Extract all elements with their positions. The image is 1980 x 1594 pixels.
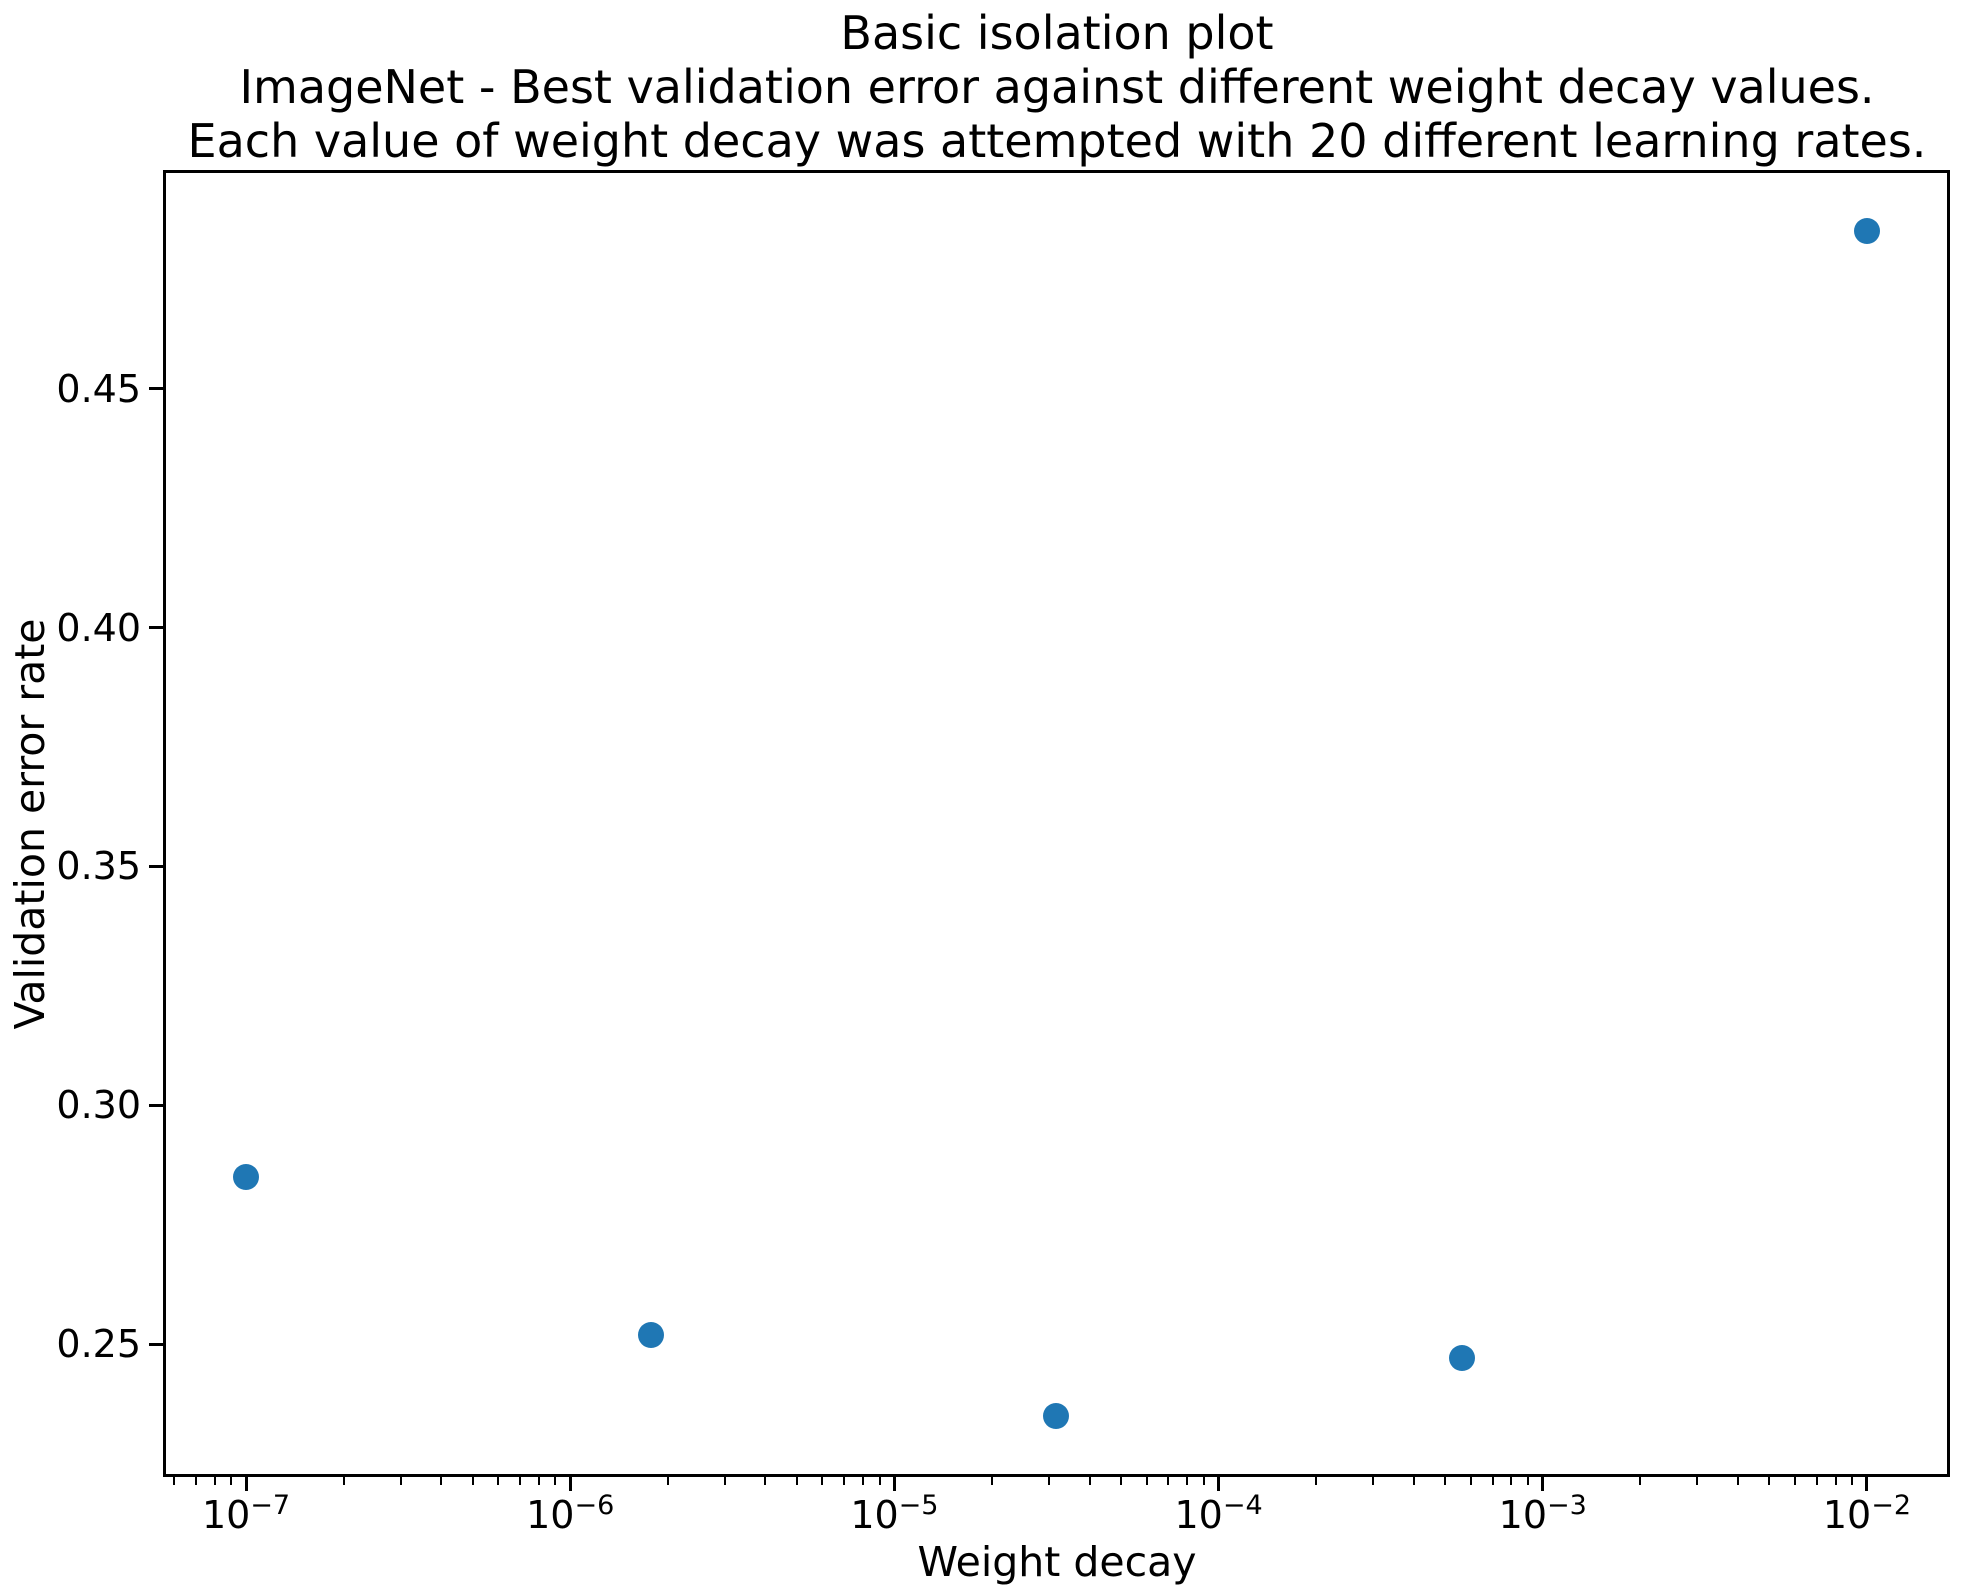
x-axis-minor-tick	[471, 1477, 474, 1485]
chart-title: Basic isolation plot ImageNet - Best val…	[67, 6, 1980, 168]
x-axis-minor-tick	[1444, 1477, 1447, 1485]
x-axis-minor-tick	[440, 1477, 443, 1485]
x-axis-minor-tick	[1202, 1477, 1205, 1485]
x-axis-minor-tick	[1372, 1477, 1375, 1485]
x-axis-minor-tick	[1794, 1477, 1797, 1485]
x-axis-minor-tick	[554, 1477, 557, 1485]
x-axis-minor-tick	[764, 1477, 767, 1485]
x-axis-label: Weight decay	[917, 1538, 1197, 1586]
plot-area	[163, 170, 1950, 1477]
scatter-point	[233, 1163, 260, 1190]
x-axis-tick-label: 10−4	[1174, 1490, 1263, 1537]
y-axis-tick-label: 0.40	[56, 605, 141, 650]
x-axis-minor-tick	[1526, 1477, 1529, 1485]
x-axis-minor-tick	[1120, 1477, 1122, 1485]
y-axis-tick	[149, 387, 163, 391]
x-axis-minor-tick	[1167, 1477, 1170, 1485]
x-axis-minor-tick	[1048, 1477, 1051, 1485]
x-axis-minor-tick	[861, 1477, 864, 1485]
x-axis-minor-tick	[1412, 1477, 1415, 1485]
scatter-point	[1043, 1402, 1070, 1429]
x-axis-tick-label: 10−7	[201, 1490, 291, 1537]
x-axis-minor-tick	[519, 1477, 521, 1485]
x-axis-minor-tick	[1736, 1477, 1739, 1485]
x-axis-minor-tick	[1491, 1477, 1494, 1485]
x-axis-minor-tick	[1815, 1477, 1818, 1485]
x-axis-minor-tick	[1834, 1477, 1837, 1485]
y-axis-tick	[149, 864, 163, 868]
x-axis-minor-tick	[843, 1477, 846, 1485]
x-axis-minor-tick	[723, 1477, 726, 1485]
y-axis-tick-label: 0.30	[56, 1083, 141, 1128]
y-axis-tick	[149, 1342, 163, 1346]
x-axis-minor-tick	[1186, 1477, 1189, 1485]
x-axis-minor-tick	[1145, 1477, 1148, 1485]
chart-title-line2: ImageNet - Best validation error against…	[239, 60, 1875, 114]
x-axis-minor-tick	[1768, 1477, 1771, 1485]
chart-title-line3: Each value of weight decay was attempted…	[187, 114, 1927, 168]
x-axis-minor-tick	[1510, 1477, 1513, 1485]
y-axis-tick	[149, 1103, 163, 1107]
x-axis-minor-tick	[342, 1477, 345, 1485]
y-axis-label: Validation error rate	[6, 618, 54, 1030]
x-axis-minor-tick	[795, 1477, 798, 1485]
scatter-point	[638, 1321, 665, 1348]
x-axis-minor-tick	[1088, 1477, 1091, 1485]
x-axis-tick	[1217, 1477, 1221, 1491]
x-axis-minor-tick	[990, 1477, 993, 1485]
x-axis-tick-label: 10−6	[526, 1490, 615, 1537]
x-axis-minor-tick	[666, 1477, 669, 1485]
x-axis-minor-tick	[173, 1477, 176, 1485]
y-axis-tick	[149, 626, 163, 630]
x-axis-tick	[892, 1477, 896, 1491]
x-axis-minor-tick	[1851, 1477, 1854, 1485]
y-axis-tick-label: 0.45	[56, 366, 141, 411]
x-axis-tick-label: 10−3	[1498, 1490, 1587, 1537]
y-axis-tick-label: 0.35	[56, 844, 141, 889]
y-axis-tick-label: 0.25	[56, 1322, 141, 1367]
x-axis-minor-tick	[1639, 1477, 1642, 1485]
x-axis-tick	[244, 1477, 248, 1491]
scatter-point	[1448, 1345, 1475, 1372]
x-axis-minor-tick	[1696, 1477, 1699, 1485]
x-axis-minor-tick	[213, 1477, 216, 1485]
x-axis-minor-tick	[1469, 1477, 1472, 1485]
x-axis-tick	[1541, 1477, 1545, 1491]
x-axis-minor-tick	[194, 1477, 197, 1485]
x-axis-tick-label: 10−5	[850, 1490, 939, 1537]
x-axis-minor-tick	[497, 1477, 500, 1485]
chart-title-line1: Basic isolation plot	[840, 6, 1274, 60]
x-axis-minor-tick	[878, 1477, 881, 1485]
x-axis-minor-tick	[537, 1477, 540, 1485]
x-axis-minor-tick	[821, 1477, 824, 1485]
x-axis-tick	[568, 1477, 572, 1491]
x-axis-minor-tick	[1315, 1477, 1318, 1485]
x-axis-tick-label: 10−2	[1822, 1490, 1912, 1537]
x-axis-minor-tick	[399, 1477, 402, 1485]
x-axis-tick	[1865, 1477, 1869, 1491]
scatter-point	[1853, 218, 1880, 245]
x-axis-minor-tick	[230, 1477, 233, 1485]
